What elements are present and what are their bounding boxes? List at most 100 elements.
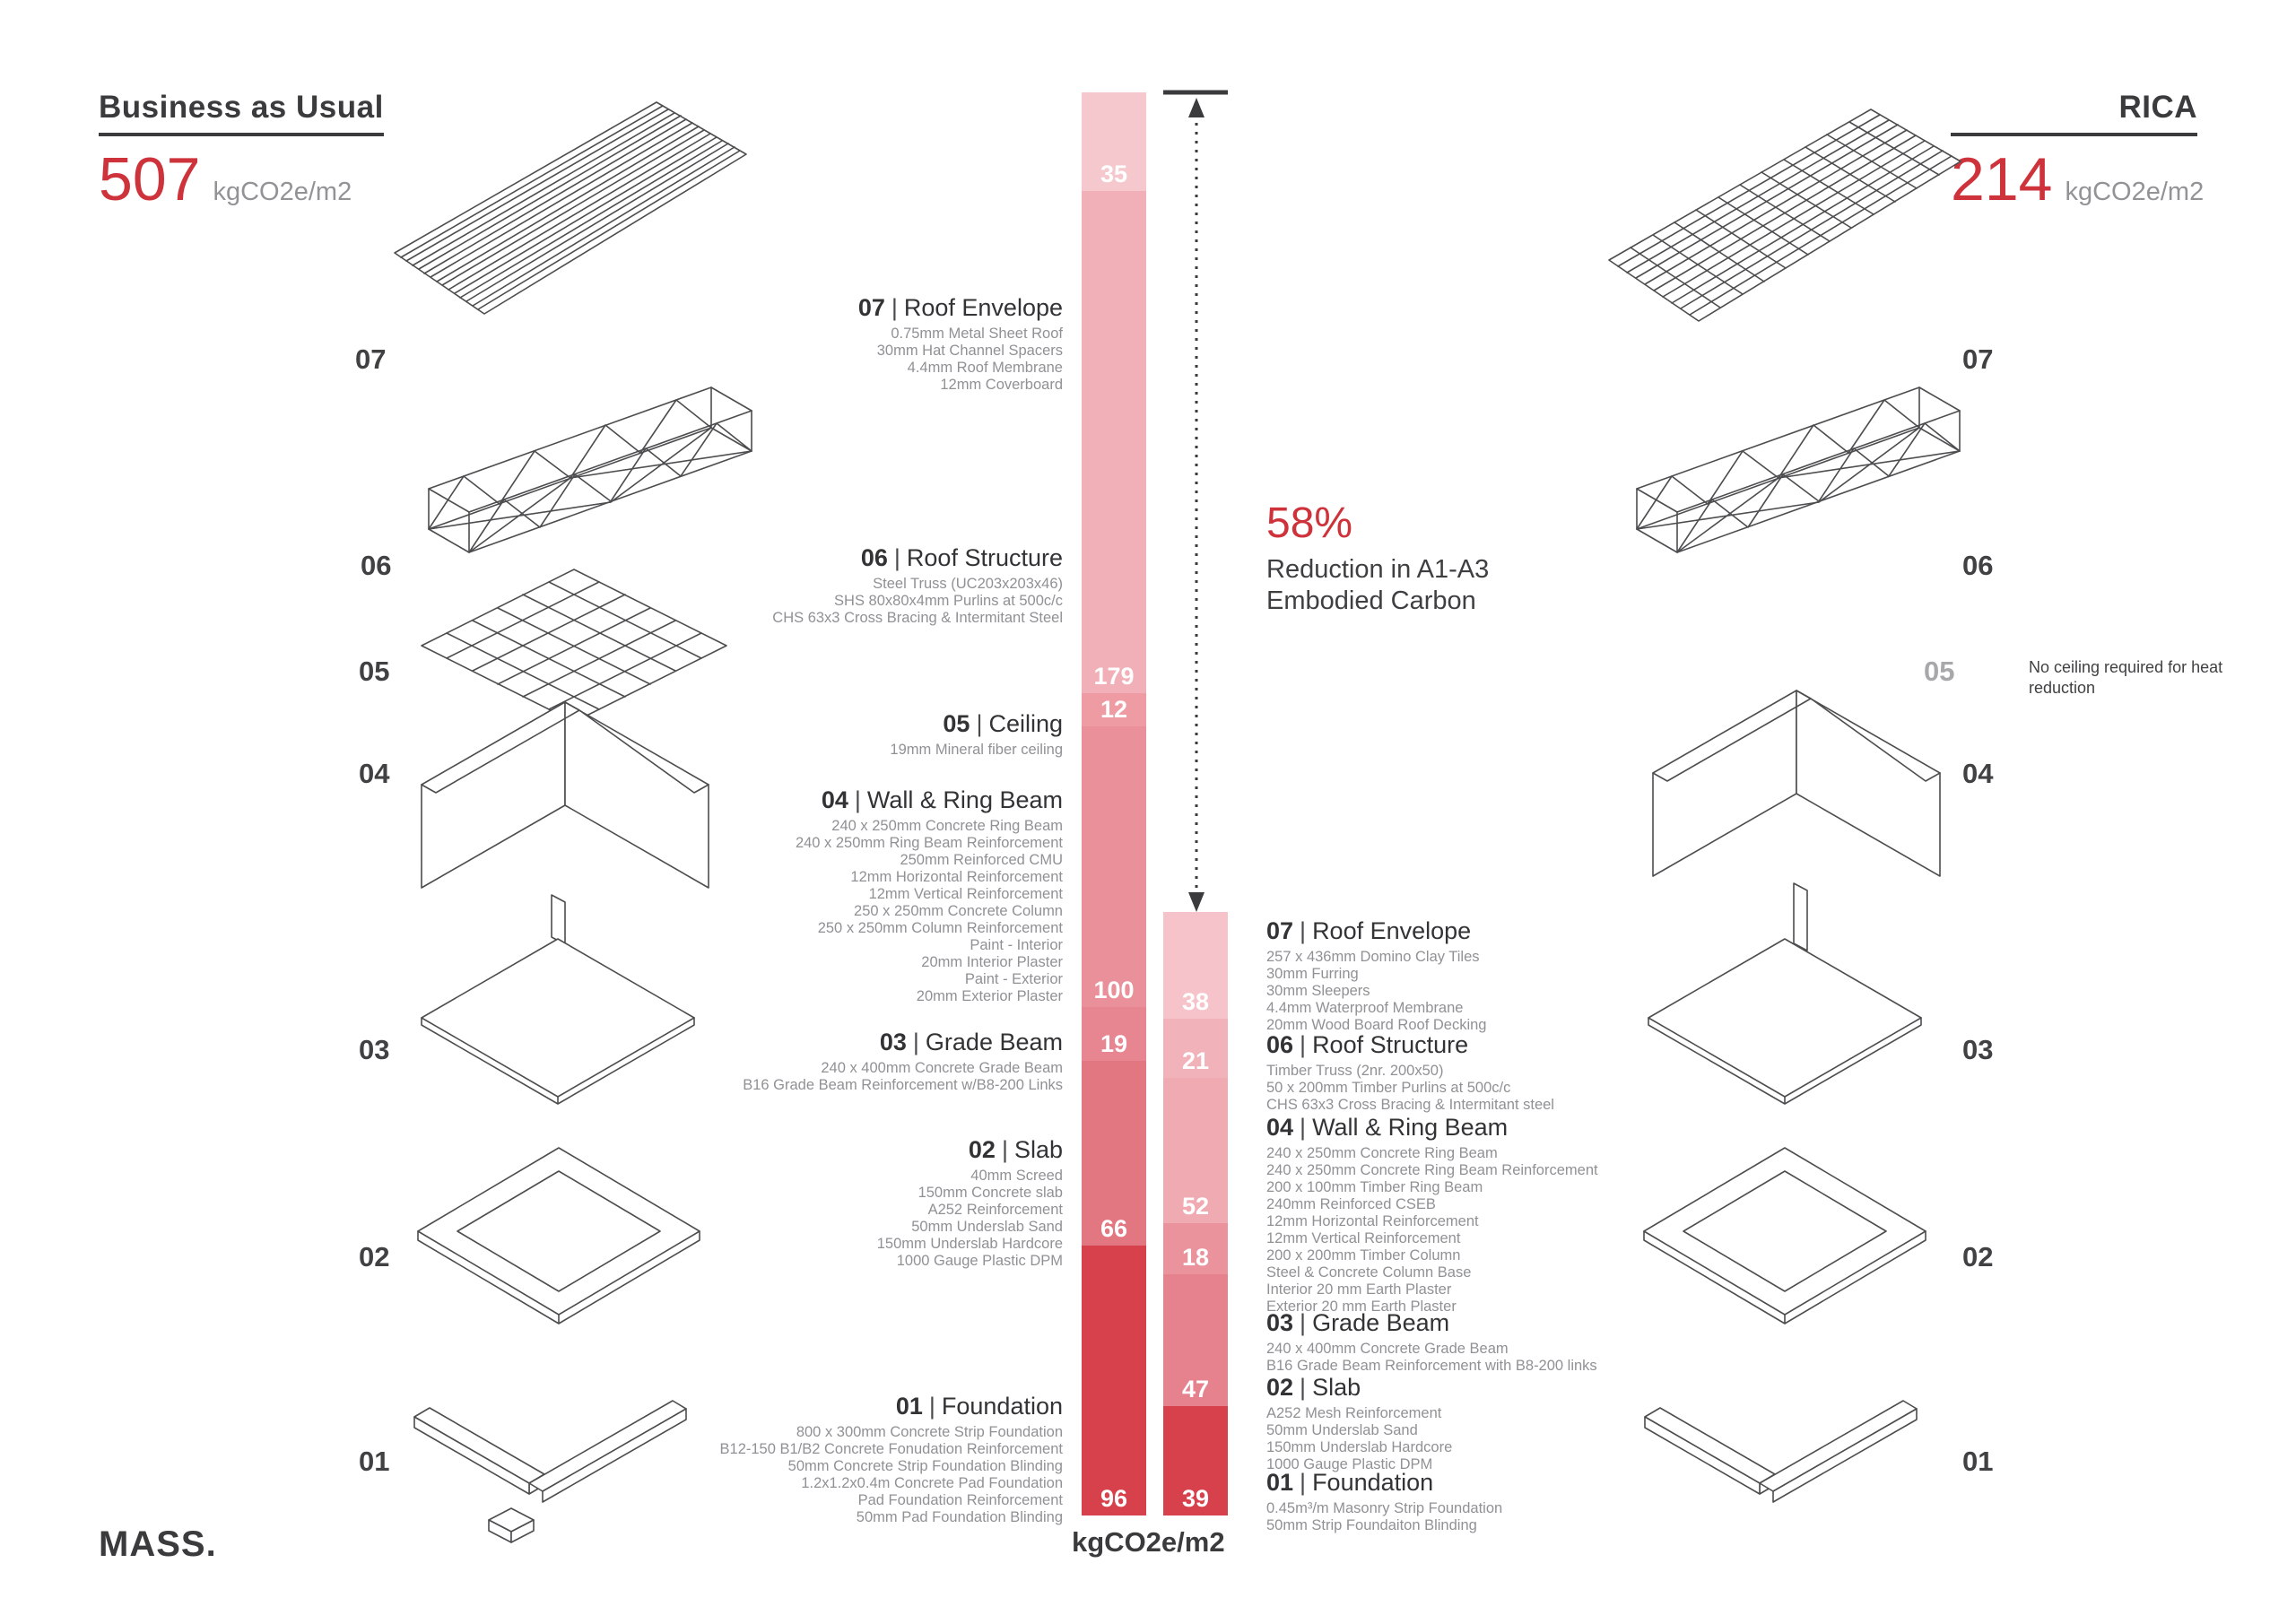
rica-component-slab: 02 | Slab A252 Mesh Reinforcement 50mm Unde… xyxy=(1266,1374,1452,1473)
reduction-arrow xyxy=(1163,90,1228,912)
bar-segment: 47 xyxy=(1163,1273,1228,1406)
component-title: 01 | Foundation xyxy=(1266,1469,1434,1496)
component-detail: 20mm Interior Plaster xyxy=(921,954,1063,970)
bar-segment-value: 52 xyxy=(1181,1193,1210,1220)
bau-component-foundation: 01 | Foundation 800 x 300mm Concrete Strip… xyxy=(720,1393,1063,1526)
bau-component-grade-beam: 03 | Grade Beam 240 x 400mm Concrete Grade… xyxy=(743,1029,1063,1094)
rica-layer-label-06: 06 xyxy=(1962,550,1994,581)
rica-layer-label-04: 04 xyxy=(1962,758,1994,789)
rica-foundation-drawing xyxy=(1644,1400,1918,1503)
rica-title: RICA xyxy=(2118,90,2197,125)
bar-segment: 19 xyxy=(1082,1007,1146,1061)
rica-component-foundation: 01 | Foundation 0.45m³/m Masonry Strip Fou… xyxy=(1266,1469,1502,1534)
bar-segment: 52 xyxy=(1163,1077,1228,1224)
component-detail: 240 x 250mm Concrete Ring Beam xyxy=(1266,1145,1498,1161)
component-detail: 1.2x1.2x0.4m Concrete Pad Foundation xyxy=(801,1475,1063,1491)
component-detail: 4.4mm Roof Membrane xyxy=(907,360,1063,376)
bau-layer-label-05: 05 xyxy=(359,656,390,687)
reduction-percent: 58% xyxy=(1266,499,1353,547)
component-title: 02 | Slab xyxy=(1266,1374,1361,1401)
component-detail: 250mm Reinforced CMU xyxy=(900,852,1063,868)
bau-roof-structure-drawing xyxy=(428,386,752,553)
component-detail: 250 x 250mm Concrete Column xyxy=(854,903,1063,919)
component-detail: Steel & Concrete Column Base xyxy=(1266,1264,1472,1281)
component-detail: SHS 80x80x4mm Purlins at 500c/c xyxy=(834,593,1063,609)
component-detail: Interior 20 mm Earth Plaster xyxy=(1266,1281,1452,1298)
rica-roof-structure-drawing xyxy=(1636,386,1961,553)
bar-segment-value: 38 xyxy=(1181,987,1210,1015)
component-detail: 1000 Gauge Plastic DPM xyxy=(896,1253,1063,1269)
component-detail: 240 x 250mm Ring Beam Reinforcement xyxy=(795,835,1063,851)
bau-component-ceiling: 05 | Ceiling 19mm Mineral fiber ceiling xyxy=(890,710,1063,759)
rica-title-rule xyxy=(1951,133,2197,136)
bau-foundation-drawing xyxy=(413,1400,687,1543)
bau-title-rule xyxy=(99,133,384,136)
component-detail: 20mm Exterior Plaster xyxy=(916,988,1063,1004)
component-detail: 1000 Gauge Plastic DPM xyxy=(1266,1456,1433,1472)
rica-grade-beam-drawing xyxy=(1648,938,1922,1105)
bau-grade-beam-drawing xyxy=(421,938,695,1105)
component-detail: 200 x 200mm Timber Column xyxy=(1266,1247,1461,1264)
bars-axis-label: kgCO2e/m2 xyxy=(1072,1526,1225,1558)
component-detail: 40mm Screed xyxy=(970,1168,1063,1184)
bar-segment: 12 xyxy=(1082,692,1146,727)
component-detail: 12mm Horizontal Reinforcement xyxy=(850,869,1063,885)
component-title: 03 | Grade Beam xyxy=(1266,1309,1450,1336)
bau-layer-label-01: 01 xyxy=(359,1446,390,1477)
bar-segment: 179 xyxy=(1082,190,1146,693)
component-detail: 0.75mm Metal Sheet Roof xyxy=(891,326,1063,342)
rica-component-roof-envelope: 07 | Roof Envelope 257 x 436mm Domino Clay… xyxy=(1266,917,1486,1034)
bau-component-wall-ring-beam: 04 | Wall & Ring Beam 240 x 250mm Concrete… xyxy=(796,786,1063,1005)
bau-component-roof-structure: 06 | Roof Structure Steel Truss (UC203x203… xyxy=(772,544,1063,627)
component-title: 04 | Wall & Ring Beam xyxy=(821,786,1063,813)
rica-value: 214 xyxy=(1951,145,2053,213)
component-detail: 30mm Furring xyxy=(1266,966,1359,982)
bau-layer-label-03: 03 xyxy=(359,1034,390,1065)
component-detail: 50mm Concrete Strip Foundation Blinding xyxy=(787,1458,1063,1474)
component-detail: 20mm Wood Board Roof Decking xyxy=(1266,1017,1487,1033)
component-detail: 240 x 400mm Concrete Grade Beam xyxy=(1266,1341,1509,1357)
rica-layer-label-02: 02 xyxy=(1962,1241,1994,1272)
mass-logo: MASS. xyxy=(99,1524,217,1564)
bau-layer-label-06: 06 xyxy=(361,550,392,581)
bau-component-slab: 02 | Slab 40mm Screed 150mm Concrete slab A2… xyxy=(877,1136,1063,1270)
component-detail: 200 x 100mm Timber Ring Beam xyxy=(1266,1179,1483,1195)
rica-stacked-bar: 38 21 52 18 47 39 xyxy=(1163,912,1228,1515)
component-title: 07 | Roof Envelope xyxy=(1266,917,1472,944)
bar-segment-value: 19 xyxy=(1100,1029,1128,1057)
component-detail: 30mm Sleepers xyxy=(1266,983,1370,999)
bar-segment-value: 96 xyxy=(1100,1484,1128,1512)
component-detail: 240 x 400mm Concrete Grade Beam xyxy=(821,1060,1063,1076)
component-detail: A252 Mesh Reinforcement xyxy=(1266,1405,1442,1421)
component-detail: Steel Truss (UC203x203x46) xyxy=(873,576,1063,592)
component-title: 06 | Roof Structure xyxy=(860,544,1063,571)
bar-segment-value: 18 xyxy=(1181,1243,1210,1271)
bar-segment: 35 xyxy=(1082,92,1146,191)
reduction-annotation: 58% Reduction in A1-A3 Embodied Carbon xyxy=(1266,502,1489,617)
bar-segment-value: 35 xyxy=(1100,160,1128,187)
bau-slab-drawing xyxy=(417,1147,700,1324)
rica-ceiling-note: No ceiling required for heat reduction xyxy=(2029,658,2223,697)
component-detail: Timber Truss (2nr. 200x50) xyxy=(1266,1063,1444,1079)
bau-title: Business as Usual xyxy=(99,90,384,125)
component-detail: CHS 63x3 Cross Bracing & Intermitant Ste… xyxy=(772,610,1063,626)
component-detail: 12mm Vertical Reinforcement xyxy=(1266,1230,1461,1246)
component-detail: Paint - Exterior xyxy=(964,971,1063,987)
component-detail: 12mm Vertical Reinforcement xyxy=(868,886,1063,902)
component-detail: 50mm Underslab Sand xyxy=(1266,1422,1418,1438)
bau-unit: kgCO2e/m2 xyxy=(213,178,352,206)
rica-wall-ring-beam-drawing xyxy=(1652,690,1941,951)
bar-segment: 96 xyxy=(1082,1246,1146,1515)
component-detail: Exterior 20 mm Earth Plaster xyxy=(1266,1298,1457,1315)
bar-segment-value: 66 xyxy=(1100,1215,1128,1243)
rica-roof-envelope-drawing xyxy=(1608,109,1961,322)
component-detail: Pad Foundation Reinforcement xyxy=(857,1492,1063,1508)
component-title: 07 | Roof Envelope xyxy=(857,294,1063,321)
bar-segment-value: 21 xyxy=(1181,1046,1210,1074)
component-title: 01 | Foundation xyxy=(895,1393,1063,1420)
bau-header: Business as Usual 507 kgCO2e/m2 xyxy=(99,90,384,210)
bau-layer-label-02: 02 xyxy=(359,1241,390,1272)
rica-layer-label-07: 07 xyxy=(1962,343,1994,375)
bar-segment: 21 xyxy=(1163,1018,1228,1078)
